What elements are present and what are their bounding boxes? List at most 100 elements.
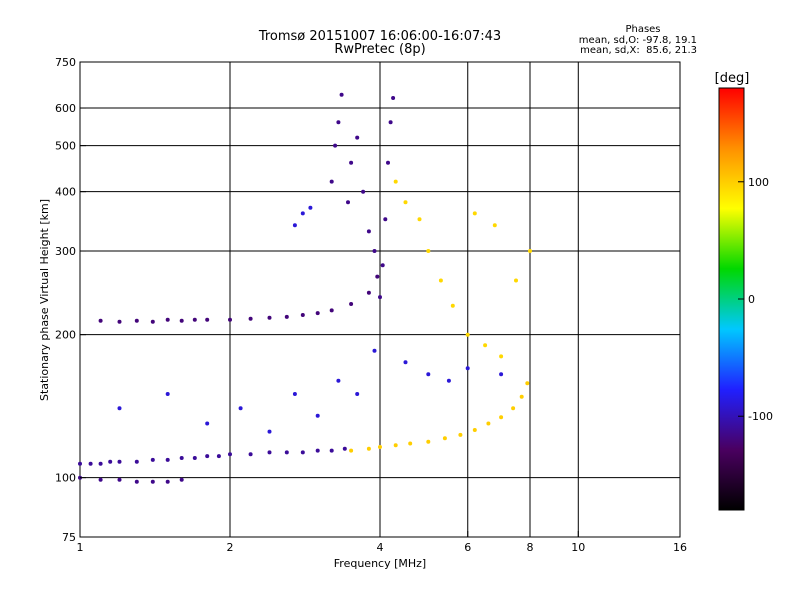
echo-point bbox=[393, 179, 398, 184]
echo-point bbox=[465, 332, 470, 337]
chart-subtitle: RwPretec (8p) bbox=[334, 42, 425, 57]
echo-point bbox=[292, 392, 297, 396]
echo-point bbox=[267, 429, 272, 434]
echo-point bbox=[165, 457, 170, 462]
echo-point bbox=[355, 135, 360, 140]
echo-point bbox=[458, 432, 463, 437]
echo-point bbox=[98, 477, 103, 482]
y-tick-label: 75 bbox=[62, 531, 76, 544]
echo-point bbox=[165, 317, 170, 322]
x-tick-label: 6 bbox=[464, 541, 471, 554]
echo-point bbox=[472, 211, 477, 216]
echo-point bbox=[134, 459, 139, 464]
echo-point bbox=[349, 302, 354, 306]
echo-point bbox=[205, 454, 210, 459]
echo-point bbox=[228, 452, 232, 457]
echo-point bbox=[386, 160, 390, 165]
echo-point bbox=[426, 372, 431, 377]
echo-point bbox=[238, 406, 243, 411]
plot-grid bbox=[80, 62, 680, 537]
echo-point bbox=[486, 421, 491, 426]
echo-point bbox=[150, 319, 155, 324]
echo-point bbox=[391, 96, 396, 100]
echo-point bbox=[150, 457, 155, 462]
phases-mean-o: mean, sd,O: -97.8, 19.1 bbox=[579, 35, 697, 46]
y-tick-label: 500 bbox=[55, 140, 76, 153]
echo-point bbox=[339, 92, 344, 97]
colorbar-label: [deg] bbox=[715, 71, 750, 86]
echo-point bbox=[284, 314, 289, 319]
echo-point bbox=[205, 421, 210, 426]
echo-point bbox=[78, 461, 82, 466]
echo-point bbox=[98, 318, 103, 323]
echo-point bbox=[349, 448, 354, 453]
echo-point bbox=[346, 200, 350, 205]
echo-point bbox=[408, 441, 413, 446]
echo-point bbox=[450, 303, 455, 308]
echo-point bbox=[315, 311, 320, 316]
echo-point bbox=[315, 413, 320, 418]
echo-point bbox=[378, 445, 382, 449]
echo-point bbox=[366, 446, 371, 451]
y-axis-ticks: 75 100 200 300 400 500 600 750 bbox=[55, 56, 86, 544]
echo-point bbox=[349, 160, 354, 165]
colorbar-tick-label: 0 bbox=[748, 293, 755, 306]
y-tick-label: 600 bbox=[55, 102, 76, 115]
echo-point bbox=[117, 477, 122, 482]
echo-point bbox=[483, 343, 488, 348]
echo-point bbox=[228, 317, 232, 322]
echo-point bbox=[300, 450, 305, 455]
echo-point bbox=[248, 316, 253, 321]
echo-point bbox=[511, 406, 516, 411]
echo-point bbox=[248, 452, 253, 457]
echo-point bbox=[380, 263, 385, 268]
echo-point bbox=[372, 348, 377, 353]
x-axis-ticks: 1 2 4 6 8 10 16 bbox=[77, 531, 687, 554]
echo-point bbox=[165, 392, 170, 396]
echo-point bbox=[267, 450, 272, 455]
echo-point bbox=[366, 229, 371, 234]
echo-point bbox=[300, 313, 305, 317]
echo-point bbox=[446, 378, 451, 383]
echo-point bbox=[308, 205, 313, 210]
echo-point bbox=[216, 454, 221, 459]
echo-point bbox=[378, 295, 382, 300]
y-tick-label: 300 bbox=[55, 245, 76, 258]
echo-point bbox=[426, 439, 431, 444]
y-axis-label: Stationary phase Virtual Height [km] bbox=[38, 199, 51, 401]
echo-point bbox=[336, 120, 341, 125]
colorbar-tick-label: -100 bbox=[748, 410, 773, 423]
echo-point bbox=[366, 290, 371, 295]
y-tick-label: 400 bbox=[55, 186, 76, 199]
echo-point bbox=[134, 318, 139, 323]
echo-point bbox=[383, 217, 388, 222]
echo-point bbox=[205, 317, 210, 322]
x-tick-label: 10 bbox=[571, 541, 585, 554]
echo-point bbox=[150, 479, 155, 484]
echo-point bbox=[499, 415, 504, 420]
echo-point bbox=[292, 223, 297, 228]
echo-point bbox=[514, 278, 518, 283]
echo-point bbox=[472, 428, 477, 432]
echo-point bbox=[108, 459, 113, 464]
echo-point bbox=[117, 406, 122, 411]
x-tick-label: 2 bbox=[227, 541, 234, 554]
echo-point bbox=[329, 448, 334, 453]
echo-point bbox=[388, 120, 393, 125]
echo-point bbox=[134, 479, 139, 484]
phases-mean-x: mean, sd,X: 85.6, 21.3 bbox=[580, 45, 697, 56]
y-tick-label: 750 bbox=[55, 56, 76, 69]
echo-point bbox=[179, 318, 184, 323]
echo-point bbox=[329, 308, 334, 313]
echo-point bbox=[192, 456, 197, 460]
echo-point bbox=[438, 278, 443, 283]
echo-point bbox=[372, 249, 377, 253]
echo-point bbox=[492, 223, 497, 228]
echo-point bbox=[179, 456, 184, 460]
colorbar-ticks: 100 0 -100 bbox=[738, 176, 773, 423]
echo-point bbox=[499, 354, 504, 359]
echo-point bbox=[403, 200, 408, 205]
echo-point bbox=[88, 461, 93, 466]
echo-point bbox=[525, 381, 530, 386]
